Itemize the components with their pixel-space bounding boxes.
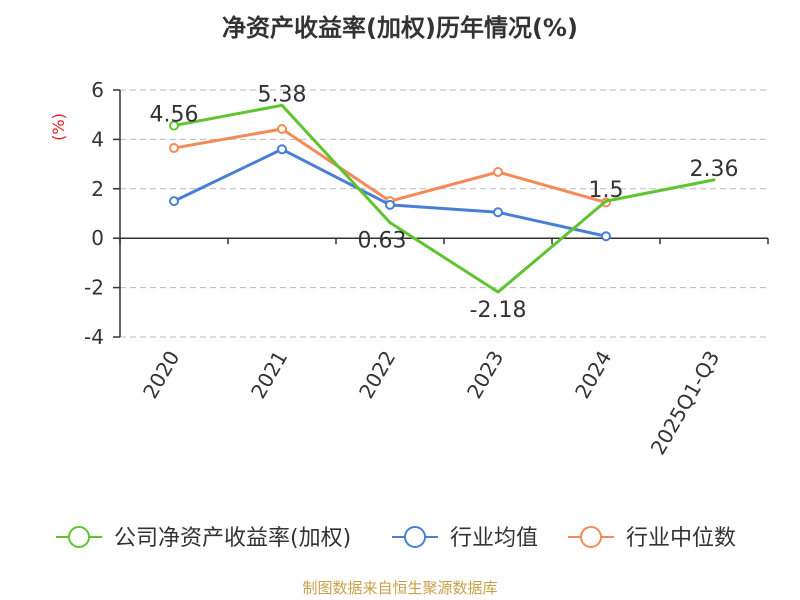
chart-title: 净资产收益率(加权)历年情况(%): [222, 14, 578, 42]
legend-swatch-marker: [404, 526, 426, 548]
series-point: [277, 124, 287, 135]
series-point: [385, 199, 395, 210]
series-point: [388, 221, 392, 225]
legend-item: 行业中位数: [626, 526, 736, 551]
x-tick-label: 2023: [462, 347, 508, 403]
series-point: [169, 120, 179, 131]
x-tick-label: 2024: [570, 347, 616, 403]
y-axis-unit-label: (%): [49, 113, 68, 141]
series-point: [280, 103, 284, 107]
data-label: 0.63: [358, 229, 407, 254]
series-point: [604, 199, 608, 203]
data-label: -2.18: [470, 298, 527, 323]
legend-item: 公司净资产收益率(加权): [114, 526, 351, 551]
data-label: 1.5: [589, 178, 624, 203]
series-point: [169, 143, 179, 154]
x-tick-label: 2020: [138, 347, 184, 403]
grid-lines: [120, 89, 768, 338]
y-tick-label: 2: [91, 177, 104, 201]
series-line: [173, 103, 715, 294]
legend-item: 行业均值: [450, 526, 538, 551]
axes: 6 4 2 0 -2 -4 2020 2021 2022 2023 2024 2025Q1-Q3 (%): [49, 78, 769, 459]
y-tick-label: 0: [91, 226, 104, 250]
x-tick-label: 2022: [354, 347, 400, 403]
series-point: [496, 290, 500, 294]
series-line: [173, 127, 607, 204]
series-point: [277, 144, 287, 155]
data-labels: 4.56 5.38 0.63 -2.18 1.5 2.36: [150, 82, 739, 323]
y-tick-label: 6: [91, 78, 104, 102]
data-label: 4.56: [150, 103, 199, 128]
legend: 公司净资产收益率(加权) 行业均值 行业中位数: [56, 526, 736, 551]
series-point: [493, 207, 503, 218]
legend-swatch-marker: [580, 526, 602, 548]
series-lines: [169, 103, 716, 294]
series-point: [169, 196, 179, 207]
data-label: 5.38: [258, 82, 307, 107]
x-tick-label: 2021: [246, 347, 292, 403]
series-point: [712, 178, 716, 182]
source-note: 制图数据来自恒生聚源数据库: [302, 579, 498, 597]
series-point: [493, 167, 503, 178]
data-label: 2.36: [690, 157, 739, 182]
series-point: [601, 231, 611, 242]
legend-swatch-marker: [68, 526, 90, 548]
y-tick-label: 4: [91, 127, 104, 151]
x-tick-label: 2025Q1-Q3: [646, 347, 725, 459]
y-tick-label: -2: [84, 276, 104, 300]
y-tick-label: -4: [84, 325, 104, 349]
